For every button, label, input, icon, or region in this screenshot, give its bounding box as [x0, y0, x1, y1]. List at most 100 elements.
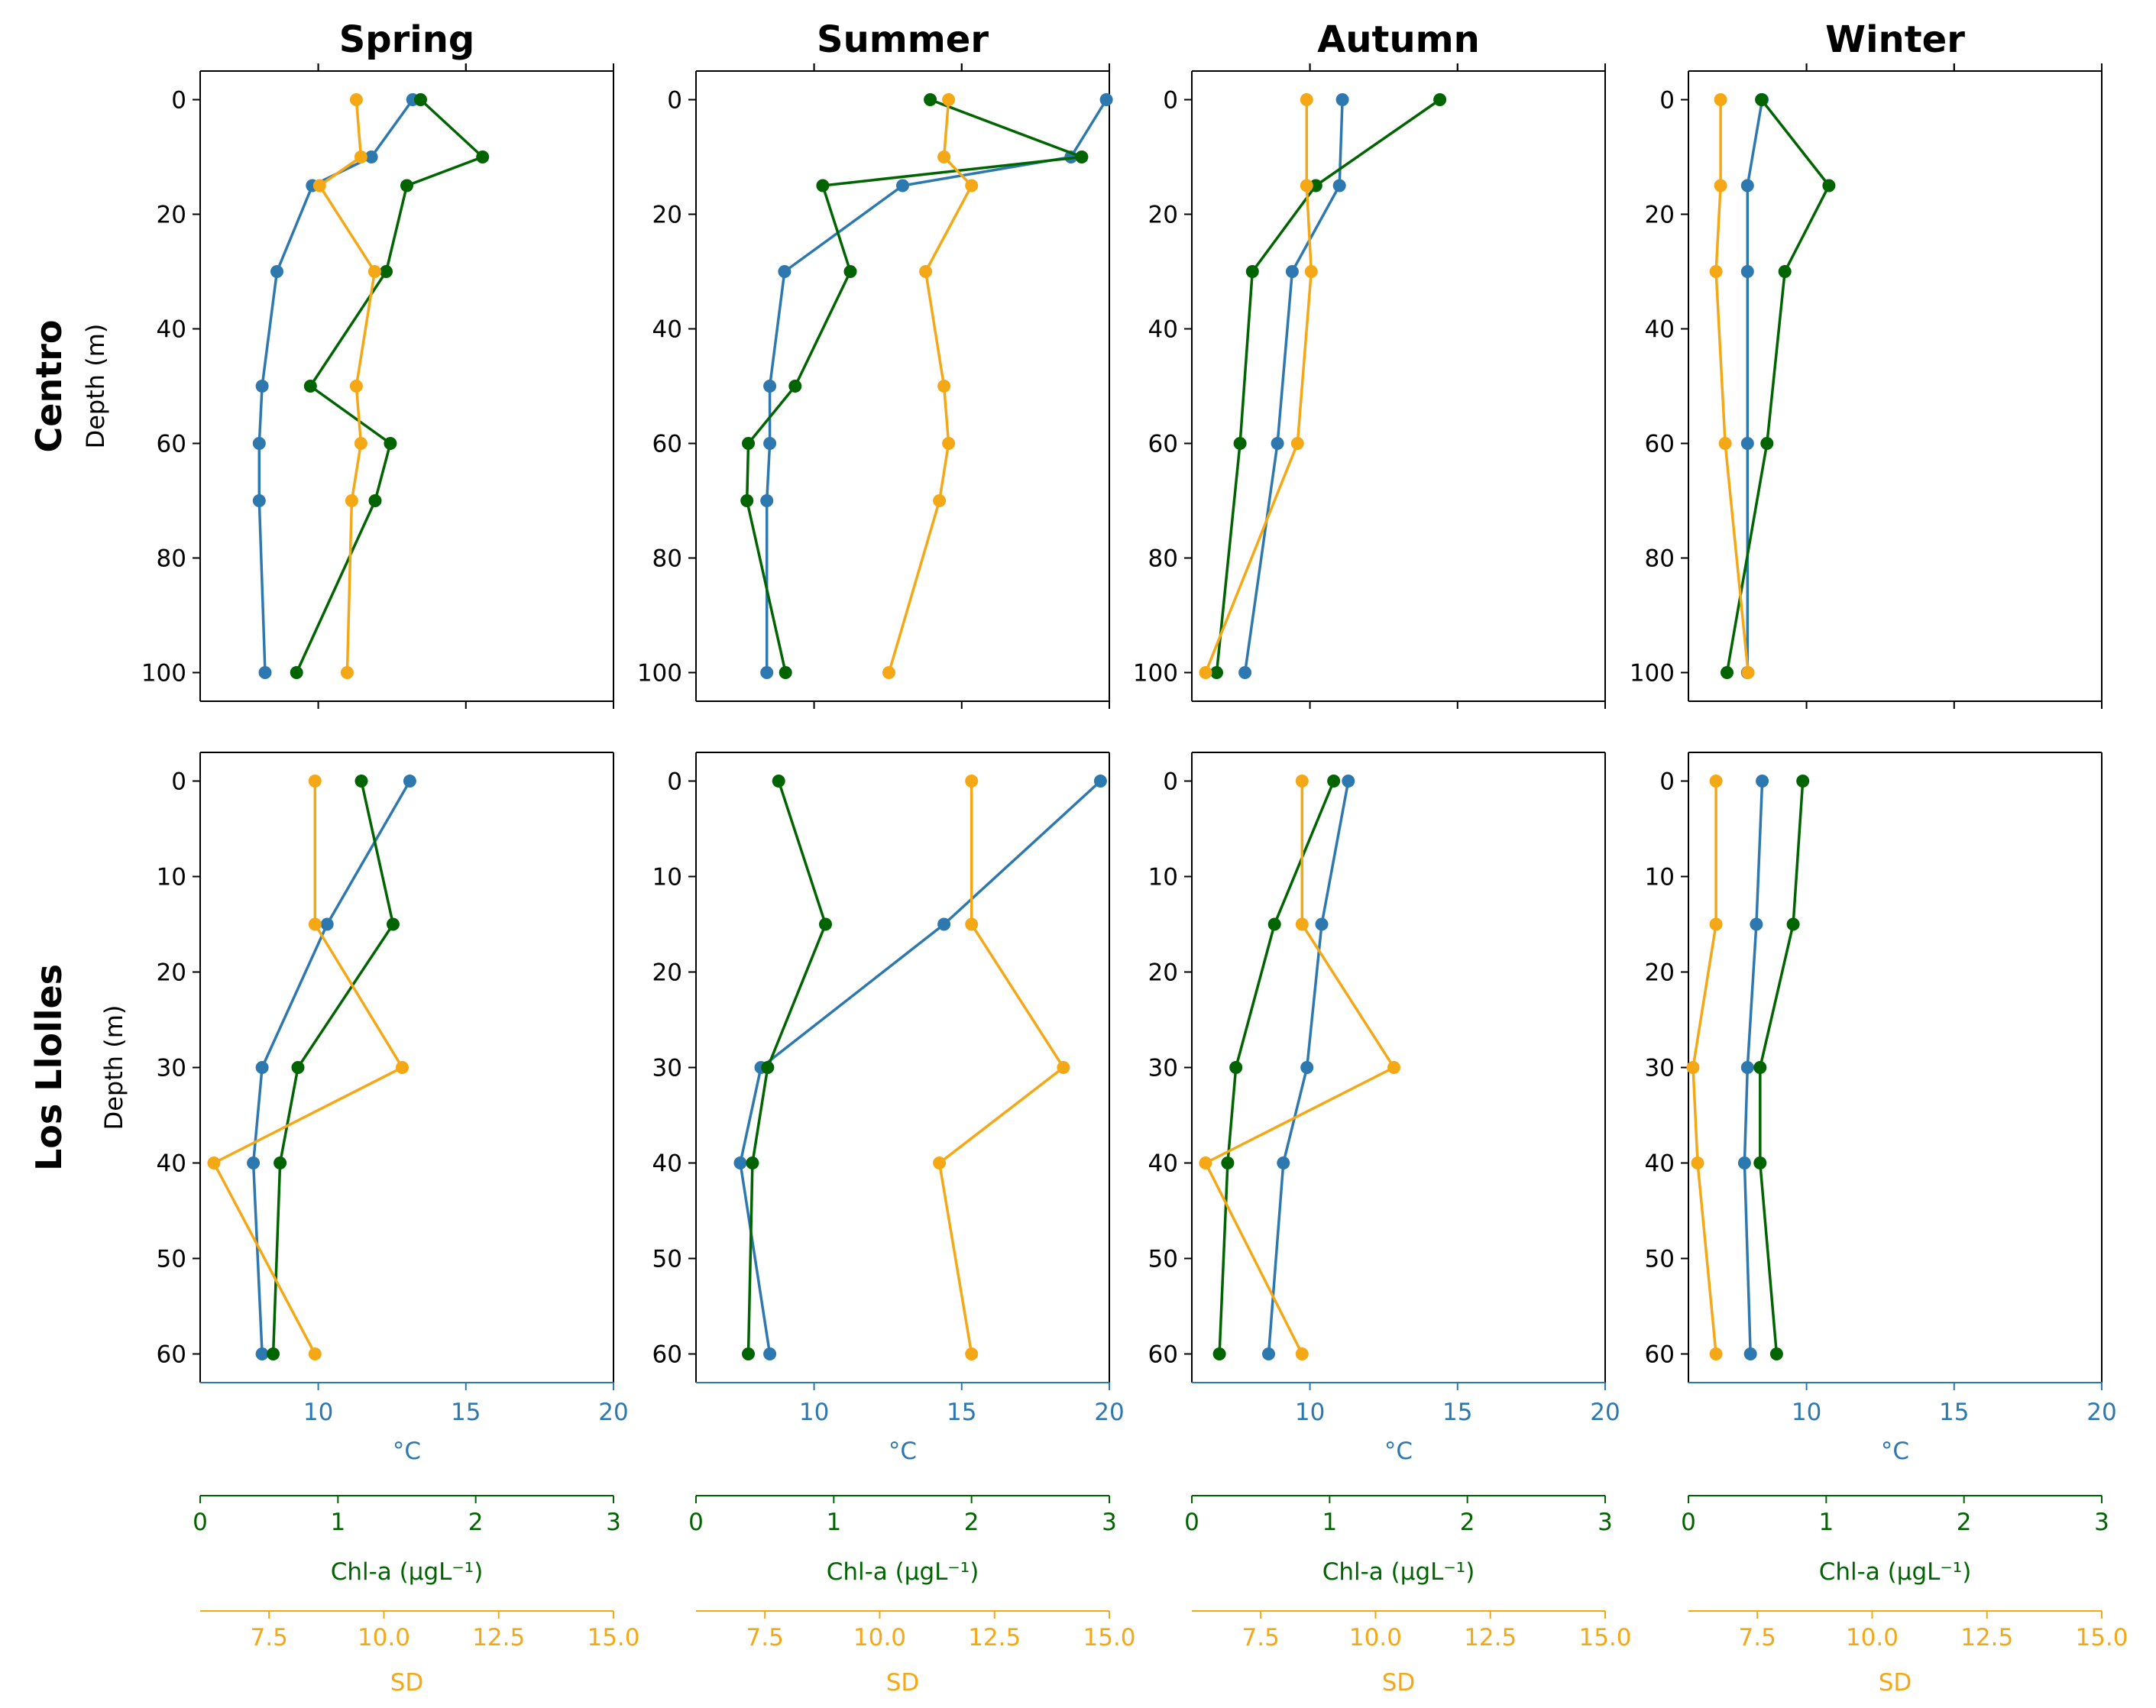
- site-label: Centro: [28, 320, 70, 453]
- y-tick-label: 30: [1645, 1055, 1675, 1082]
- data-point-sd: [942, 437, 956, 450]
- panel-centro-autumn: 0 20 40 60 80 100 Autumn: [1133, 18, 1606, 709]
- data-point-temp: [937, 917, 951, 931]
- series-line-chl: [1215, 99, 1441, 673]
- sd-tick-label: 15.0: [2075, 1624, 2128, 1651]
- y-tick-label: 50: [1148, 1246, 1178, 1273]
- data-point-sd: [1718, 437, 1732, 450]
- sd-axis-label: SD: [1879, 1669, 1912, 1697]
- sd-tick-label: 12.5: [1464, 1624, 1517, 1651]
- data-point-temp: [1315, 917, 1329, 931]
- data-point-temp: [1262, 1347, 1275, 1360]
- series-line-temp: [739, 780, 1102, 1354]
- y-tick-label: 40: [652, 316, 682, 344]
- data-point-sd: [1304, 265, 1318, 278]
- data-point-sd: [933, 494, 947, 507]
- y-tick-label: 50: [157, 1246, 186, 1273]
- series-line-sd: [318, 99, 377, 673]
- data-point-sd: [1691, 1156, 1704, 1169]
- panel-los-llolles-summer: 0 10 20 30 40 50 60 10 15 20 °C 0 1 2 3 Chl-a (μgL⁻¹) 7.…: [652, 752, 1136, 1697]
- data-point-sd: [933, 1156, 947, 1169]
- chl-tick-label: 3: [1102, 1509, 1117, 1536]
- y-tick-label: 40: [1148, 1150, 1178, 1178]
- data-point-chl: [387, 917, 400, 931]
- depth-axis-label: Depth (m): [99, 1005, 128, 1131]
- y-tick-label: 60: [1148, 431, 1178, 458]
- chl-tick-label: 3: [1598, 1509, 1613, 1536]
- series-line-chl: [295, 99, 484, 674]
- temp-tick-label: 20: [2086, 1399, 2116, 1426]
- data-point-temp: [1099, 93, 1113, 106]
- chl-tick-label: 1: [1322, 1509, 1337, 1536]
- y-tick-label: 0: [667, 87, 682, 115]
- season-title: Summer: [817, 18, 989, 61]
- y-tick-label: 60: [157, 1341, 186, 1369]
- y-tick-label: 100: [1630, 660, 1675, 687]
- temp-tick-label: 15: [1939, 1399, 1969, 1426]
- data-point-temp: [1740, 437, 1754, 450]
- data-point-sd: [308, 917, 322, 931]
- sd-tick-label: 7.5: [251, 1624, 288, 1651]
- data-point-temp: [252, 494, 266, 507]
- y-tick-label: 40: [157, 1150, 186, 1178]
- data-point-temp: [1737, 1156, 1751, 1169]
- data-point-sd: [207, 1156, 221, 1169]
- data-point-chl: [291, 1061, 305, 1074]
- data-point-sd: [965, 775, 979, 788]
- y-tick-label: 50: [652, 1246, 682, 1273]
- y-tick-label: 40: [1645, 316, 1675, 344]
- data-point-temp: [1300, 1061, 1314, 1074]
- chl-tick-label: 2: [1460, 1509, 1475, 1536]
- panel-los-llolles-winter: 0 10 20 30 40 50 60 10 15 20 °C 0 1 2 3 Chl-a (μgL⁻¹) 7.…: [1645, 752, 2128, 1697]
- season-title: Autumn: [1317, 18, 1480, 61]
- chl-tick-label: 1: [330, 1509, 345, 1536]
- data-point-temp: [1093, 775, 1107, 788]
- data-point-temp: [1740, 179, 1754, 192]
- panel-centro-winter: 0 20 40 60 80 100 Winter: [1630, 18, 2103, 709]
- chl-tick-label: 1: [1818, 1509, 1834, 1536]
- data-point-chl: [303, 380, 317, 393]
- y-tick-label: 30: [652, 1055, 682, 1082]
- data-point-chl: [1778, 265, 1792, 278]
- data-point-temp: [1342, 775, 1355, 788]
- data-point-chl: [1822, 179, 1836, 192]
- sd-axis-label: SD: [390, 1669, 424, 1697]
- y-tick-label: 100: [1133, 660, 1178, 687]
- sd-tick-label: 15.0: [1083, 1624, 1135, 1651]
- data-point-temp: [1750, 917, 1763, 931]
- data-point-temp: [763, 1347, 777, 1360]
- data-point-sd: [312, 179, 326, 192]
- y-tick-label: 60: [652, 431, 682, 458]
- y-tick-label: 20: [157, 202, 186, 229]
- temp-axis-label: °C: [1384, 1438, 1413, 1465]
- data-point-chl: [1769, 1347, 1783, 1360]
- data-point-chl: [740, 494, 754, 507]
- data-point-chl: [761, 1061, 775, 1074]
- y-tick-label: 50: [1645, 1246, 1675, 1273]
- y-tick-label: 100: [637, 660, 682, 687]
- y-tick-label: 20: [1645, 959, 1675, 987]
- data-point-temp: [252, 437, 266, 450]
- sd-tick-label: 10.0: [1846, 1624, 1899, 1651]
- y-tick-label: 0: [1659, 768, 1675, 796]
- y-tick-label: 100: [141, 660, 186, 687]
- data-point-sd: [1709, 775, 1723, 788]
- data-point-chl: [414, 93, 427, 106]
- data-point-chl: [1433, 93, 1447, 106]
- data-point-temp: [255, 380, 269, 393]
- chl-axis-label: Chl-a (μgL⁻¹): [331, 1558, 484, 1586]
- data-point-chl: [1755, 93, 1769, 106]
- series-line-chl: [271, 781, 395, 1354]
- data-point-chl: [384, 437, 397, 450]
- data-point-sd: [354, 150, 367, 163]
- series-line-sd: [212, 781, 404, 1355]
- chl-tick-label: 2: [964, 1509, 979, 1536]
- data-point-chl: [742, 1347, 755, 1360]
- y-tick-label: 80: [1645, 545, 1675, 573]
- y-tick-label: 0: [171, 768, 186, 796]
- data-point-chl: [742, 437, 755, 450]
- sd-tick-label: 12.5: [472, 1624, 525, 1651]
- temp-tick-label: 15: [1442, 1399, 1472, 1426]
- y-tick-label: 20: [1645, 202, 1675, 229]
